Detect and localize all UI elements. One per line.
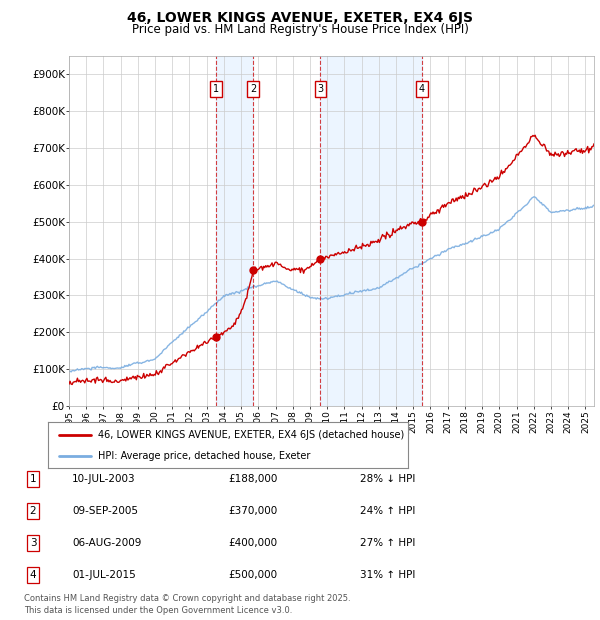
Bar: [216, 56, 253, 406]
Text: 46, LOWER KINGS AVENUE, EXETER, EX4 6JS: 46, LOWER KINGS AVENUE, EXETER, EX4 6JS: [127, 11, 473, 25]
Text: £500,000: £500,000: [228, 570, 277, 580]
Text: 2: 2: [29, 506, 37, 516]
Text: 2: 2: [250, 84, 256, 94]
Text: £370,000: £370,000: [228, 506, 277, 516]
Text: 01-JUL-2015: 01-JUL-2015: [72, 570, 136, 580]
Text: 31% ↑ HPI: 31% ↑ HPI: [360, 570, 415, 580]
Text: 27% ↑ HPI: 27% ↑ HPI: [360, 538, 415, 548]
Text: 4: 4: [419, 84, 425, 94]
Text: 3: 3: [29, 538, 37, 548]
Text: Price paid vs. HM Land Registry's House Price Index (HPI): Price paid vs. HM Land Registry's House …: [131, 23, 469, 36]
Text: 10-JUL-2003: 10-JUL-2003: [72, 474, 136, 484]
Text: 06-AUG-2009: 06-AUG-2009: [72, 538, 142, 548]
Text: 3: 3: [317, 84, 323, 94]
Text: 28% ↓ HPI: 28% ↓ HPI: [360, 474, 415, 484]
Text: 1: 1: [29, 474, 37, 484]
Text: £188,000: £188,000: [228, 474, 277, 484]
Text: £400,000: £400,000: [228, 538, 277, 548]
Text: HPI: Average price, detached house, Exeter: HPI: Average price, detached house, Exet…: [98, 451, 311, 461]
Bar: [320, 56, 422, 406]
Text: 09-SEP-2005: 09-SEP-2005: [72, 506, 138, 516]
Text: 4: 4: [29, 570, 37, 580]
Text: 1: 1: [213, 84, 219, 94]
Text: Contains HM Land Registry data © Crown copyright and database right 2025.
This d: Contains HM Land Registry data © Crown c…: [24, 594, 350, 615]
Text: 46, LOWER KINGS AVENUE, EXETER, EX4 6JS (detached house): 46, LOWER KINGS AVENUE, EXETER, EX4 6JS …: [98, 430, 404, 440]
Text: 24% ↑ HPI: 24% ↑ HPI: [360, 506, 415, 516]
